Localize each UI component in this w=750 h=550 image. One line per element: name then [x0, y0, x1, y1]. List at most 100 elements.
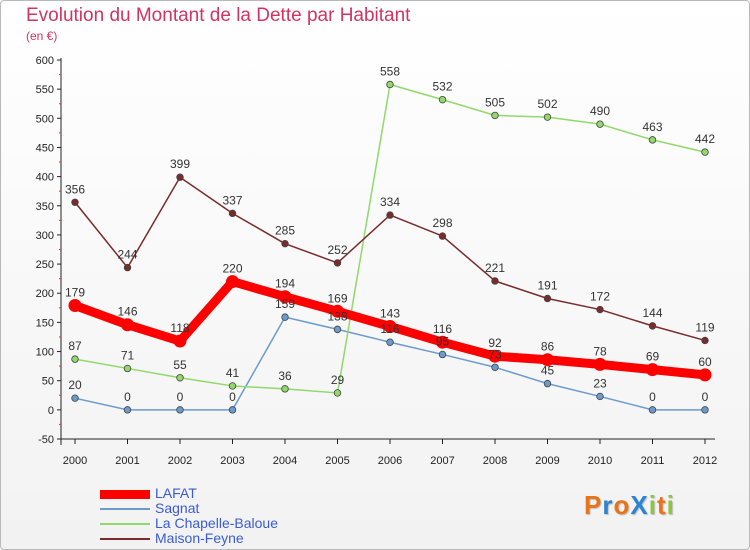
x-tick-label: 2006 — [378, 455, 402, 467]
x-tick-label: 2005 — [325, 455, 349, 467]
data-point-la-chapelle-baloue — [648, 136, 657, 144]
data-point-sagnat — [438, 350, 447, 359]
line-chart: -500501001502002503003504004505005506002… — [36, 55, 718, 467]
data-point-maison-feyne — [176, 173, 184, 181]
data-point-maison-feyne — [438, 232, 447, 240]
data-point-maison-feyne — [596, 305, 604, 314]
data-point-sagnat — [228, 406, 237, 414]
legend-swatch-sagnat — [100, 508, 150, 510]
proxiti-logo: ProXiti — [584, 490, 675, 521]
data-point-la-chapelle-baloue — [281, 385, 289, 393]
x-tick-label: 2010 — [588, 455, 612, 467]
x-tick-label: 2012 — [693, 455, 717, 467]
data-point-maison-feyne — [701, 336, 709, 345]
data-label-sagnat: 0 — [649, 390, 656, 404]
data-label-maison-feyne: 334 — [380, 195, 400, 209]
data-point-la-chapelle-baloue — [333, 389, 342, 397]
data-point-sagnat — [281, 313, 289, 321]
y-tick-label: 250 — [36, 259, 54, 271]
x-tick-label: 2008 — [483, 455, 507, 467]
data-label-maison-feyne: 144 — [642, 306, 662, 320]
y-tick-label: 300 — [36, 230, 54, 242]
data-label-la-chapelle-baloue: 442 — [695, 132, 715, 146]
data-point-lafat — [488, 349, 502, 363]
x-tick-label: 2009 — [535, 455, 559, 467]
chart-title: Evolution du Montant de la Dette par Hab… — [26, 5, 411, 26]
data-point-la-chapelle-baloue — [491, 111, 499, 120]
data-point-lafat — [278, 290, 292, 304]
legend-label-la-chapelle-baloue: La Chapelle-Baloue — [155, 515, 278, 531]
y-tick-label: 500 — [36, 113, 54, 125]
chart-axes: -500501001502002503003504004505005506002… — [36, 55, 718, 467]
data-label-lafat: 143 — [380, 306, 400, 320]
data-label-la-chapelle-baloue: 29 — [331, 373, 345, 387]
legend-swatch-lafat — [100, 489, 150, 499]
data-point-sagnat — [176, 406, 184, 414]
data-point-maison-feyne — [228, 209, 237, 218]
y-tick-label: 100 — [36, 347, 54, 359]
data-label-sagnat: 116 — [380, 322, 399, 336]
data-point-sagnat — [333, 325, 342, 334]
legend-label-lafat: LAFAT — [155, 485, 197, 501]
data-label-la-chapelle-baloue: 490 — [590, 104, 610, 118]
x-tick-label: 2004 — [273, 455, 297, 467]
data-label-sagnat: 73 — [488, 347, 502, 361]
data-point-la-chapelle-baloue — [438, 95, 447, 104]
y-tick-label: 350 — [36, 201, 54, 213]
data-label-sagnat: 23 — [593, 376, 607, 390]
data-point-la-chapelle-baloue — [386, 80, 394, 89]
data-label-maison-feyne: 298 — [432, 216, 452, 230]
data-label-lafat: 86 — [541, 340, 555, 354]
data-point-maison-feyne — [123, 263, 132, 272]
data-label-la-chapelle-baloue: 532 — [432, 80, 452, 94]
data-label-la-chapelle-baloue: 463 — [642, 120, 662, 134]
legend-swatch-maison-feyne — [100, 538, 150, 540]
data-label-lafat: 194 — [275, 277, 295, 291]
y-tick-label: -50 — [38, 434, 54, 446]
logo-letter: X — [630, 490, 649, 520]
data-label-maison-feyne: 172 — [590, 290, 610, 304]
data-label-la-chapelle-baloue: 55 — [173, 358, 187, 372]
data-point-la-chapelle-baloue — [701, 148, 709, 156]
data-point-lafat — [121, 318, 134, 332]
logo-letter: P — [584, 490, 603, 520]
data-point-lafat — [646, 363, 659, 377]
data-point-maison-feyne — [71, 198, 79, 206]
data-label-maison-feyne: 252 — [327, 243, 347, 257]
data-label-maison-feyne: 191 — [537, 278, 557, 292]
data-label-la-chapelle-baloue: 41 — [226, 366, 240, 380]
logo-letter: t — [656, 490, 667, 520]
x-tick-label: 2003 — [220, 455, 244, 467]
data-point-la-chapelle-baloue — [543, 113, 552, 121]
data-point-maison-feyne — [386, 211, 394, 219]
data-label-lafat: 92 — [488, 336, 502, 350]
x-tick-label: 2001 — [115, 455, 139, 467]
x-tick-label: 2002 — [168, 455, 192, 467]
series-layer — [68, 80, 712, 414]
data-point-sagnat — [386, 338, 394, 346]
data-label-la-chapelle-baloue: 502 — [537, 97, 557, 111]
data-point-la-chapelle-baloue — [176, 374, 184, 382]
data-point-lafat — [436, 335, 449, 349]
y-tick-label: 600 — [36, 55, 54, 67]
data-label-la-chapelle-baloue: 36 — [278, 369, 292, 383]
logo-letter: i — [666, 490, 675, 520]
data-label-lafat: 220 — [222, 262, 242, 276]
data-label-maison-feyne: 356 — [65, 182, 85, 196]
y-tick-label: 150 — [36, 317, 54, 329]
data-point-lafat — [226, 275, 239, 289]
data-label-sagnat: 0 — [177, 390, 184, 404]
y-tick-label: 400 — [36, 172, 54, 184]
data-label-lafat: 60 — [698, 355, 712, 369]
data-label-sagnat: 45 — [541, 364, 555, 378]
data-label-la-chapelle-baloue: 558 — [380, 64, 400, 78]
y-tick-label: 450 — [36, 142, 54, 154]
data-point-sagnat — [543, 379, 552, 388]
y-tick-label: 550 — [36, 84, 54, 96]
data-point-sagnat — [491, 363, 499, 371]
data-label-maison-feyne: 244 — [117, 248, 137, 262]
y-tick-label: 200 — [36, 288, 54, 300]
x-tick-label: 2007 — [430, 455, 454, 467]
